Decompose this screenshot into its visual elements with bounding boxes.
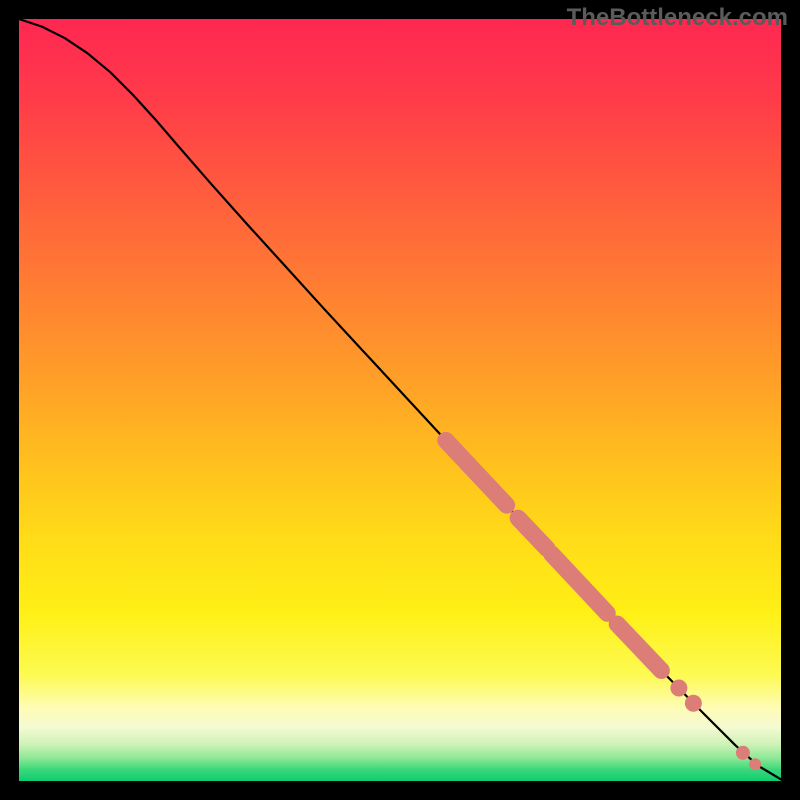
bottleneck-chart: TheBottleneck.com [0, 0, 800, 800]
curve-layer [19, 19, 781, 781]
marker-segment [518, 518, 547, 548]
plot-area [19, 19, 781, 781]
marker-dot [670, 680, 687, 697]
marker-segment [552, 554, 608, 613]
marker-dot [749, 758, 761, 770]
marker-dot [736, 746, 750, 760]
marker-dot [685, 695, 702, 712]
marker-group [446, 440, 761, 770]
watermark-label: TheBottleneck.com [567, 4, 788, 32]
marker-segment [446, 440, 507, 505]
marker-segment [617, 624, 661, 670]
